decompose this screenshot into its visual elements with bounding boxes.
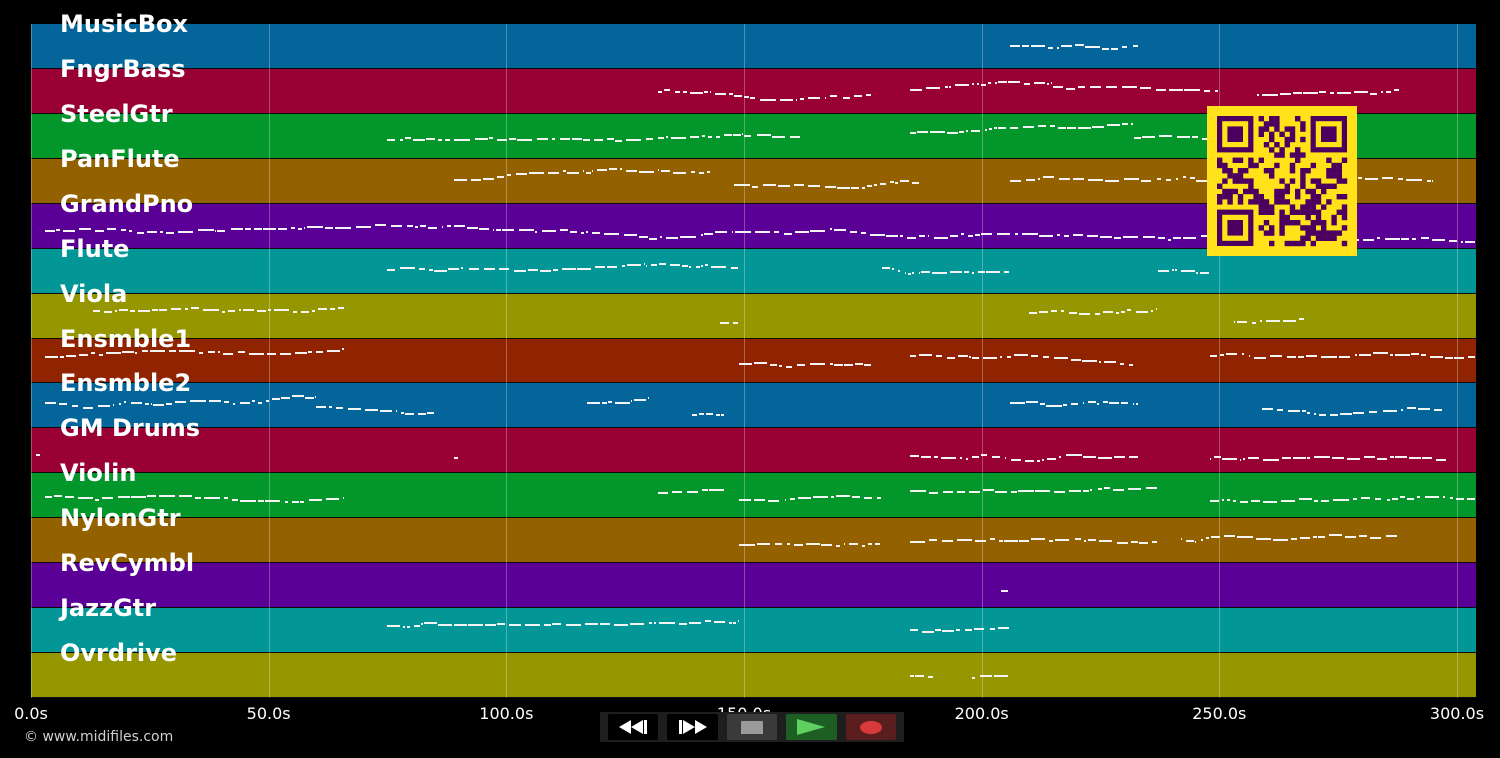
track-name: FngrBass bbox=[60, 54, 186, 83]
track-lane: MusicBox bbox=[31, 10, 1476, 69]
tick-label: 200.0s bbox=[954, 704, 1009, 723]
play-button[interactable] bbox=[786, 714, 837, 740]
track-name: Ensmble2 bbox=[60, 369, 192, 398]
track-name: GrandPno bbox=[60, 189, 194, 218]
track-lane: RevCymbl bbox=[31, 549, 1476, 609]
fast-forward-button[interactable] bbox=[667, 714, 718, 740]
track-name: MusicBox bbox=[60, 10, 188, 38]
track-name: SteelGtr bbox=[60, 99, 173, 128]
copyright-text: © www.midifiles.com bbox=[24, 729, 174, 745]
transport-controls bbox=[600, 712, 904, 742]
track-name: JazzGtr bbox=[60, 594, 157, 623]
track-name: Ovrdrive bbox=[60, 639, 178, 668]
stop-button[interactable] bbox=[726, 714, 778, 740]
track-lanes: MusicBox FngrBass SteelGtr PanFlute GrandPno… bbox=[31, 10, 1476, 698]
track-lane: Violin bbox=[31, 459, 1476, 519]
track-lane: Ovrdrive bbox=[31, 639, 1476, 698]
play-icon bbox=[797, 719, 826, 735]
track-name: Flute bbox=[60, 234, 130, 263]
tick-label: 300.0s bbox=[1429, 704, 1485, 723]
track-lane: Ensmble2 bbox=[31, 369, 1476, 429]
track-lane: Flute bbox=[31, 235, 1476, 294]
tick-label: 0.0s bbox=[14, 704, 48, 723]
track-lane: Ensmble1 bbox=[31, 325, 1476, 384]
tick-label: 100.0s bbox=[479, 704, 534, 723]
tick-label: 250.0s bbox=[1192, 704, 1247, 723]
fast-forward-icon bbox=[678, 720, 707, 734]
track-name: GM Drums bbox=[60, 414, 201, 443]
track-name: NylonGtr bbox=[60, 504, 181, 533]
track-lane: NylonGtr bbox=[31, 504, 1476, 564]
track-lane: Viola bbox=[31, 280, 1476, 339]
track-name: Violin bbox=[60, 459, 137, 488]
track-name: Viola bbox=[60, 279, 128, 308]
rewind-icon bbox=[619, 720, 648, 734]
record-icon bbox=[859, 720, 882, 734]
record-button[interactable] bbox=[845, 714, 897, 740]
tick-label: 50.0s bbox=[246, 704, 291, 723]
qr-code-icon bbox=[1207, 106, 1357, 256]
rewind-button[interactable] bbox=[608, 714, 659, 740]
track-name: Ensmble1 bbox=[60, 324, 192, 353]
track-lane: JazzGtr bbox=[31, 594, 1476, 654]
track-name: RevCymbl bbox=[60, 549, 195, 578]
track-name: PanFlute bbox=[60, 144, 180, 173]
stop-icon bbox=[741, 720, 764, 734]
track-lane: GM Drums bbox=[31, 414, 1476, 474]
